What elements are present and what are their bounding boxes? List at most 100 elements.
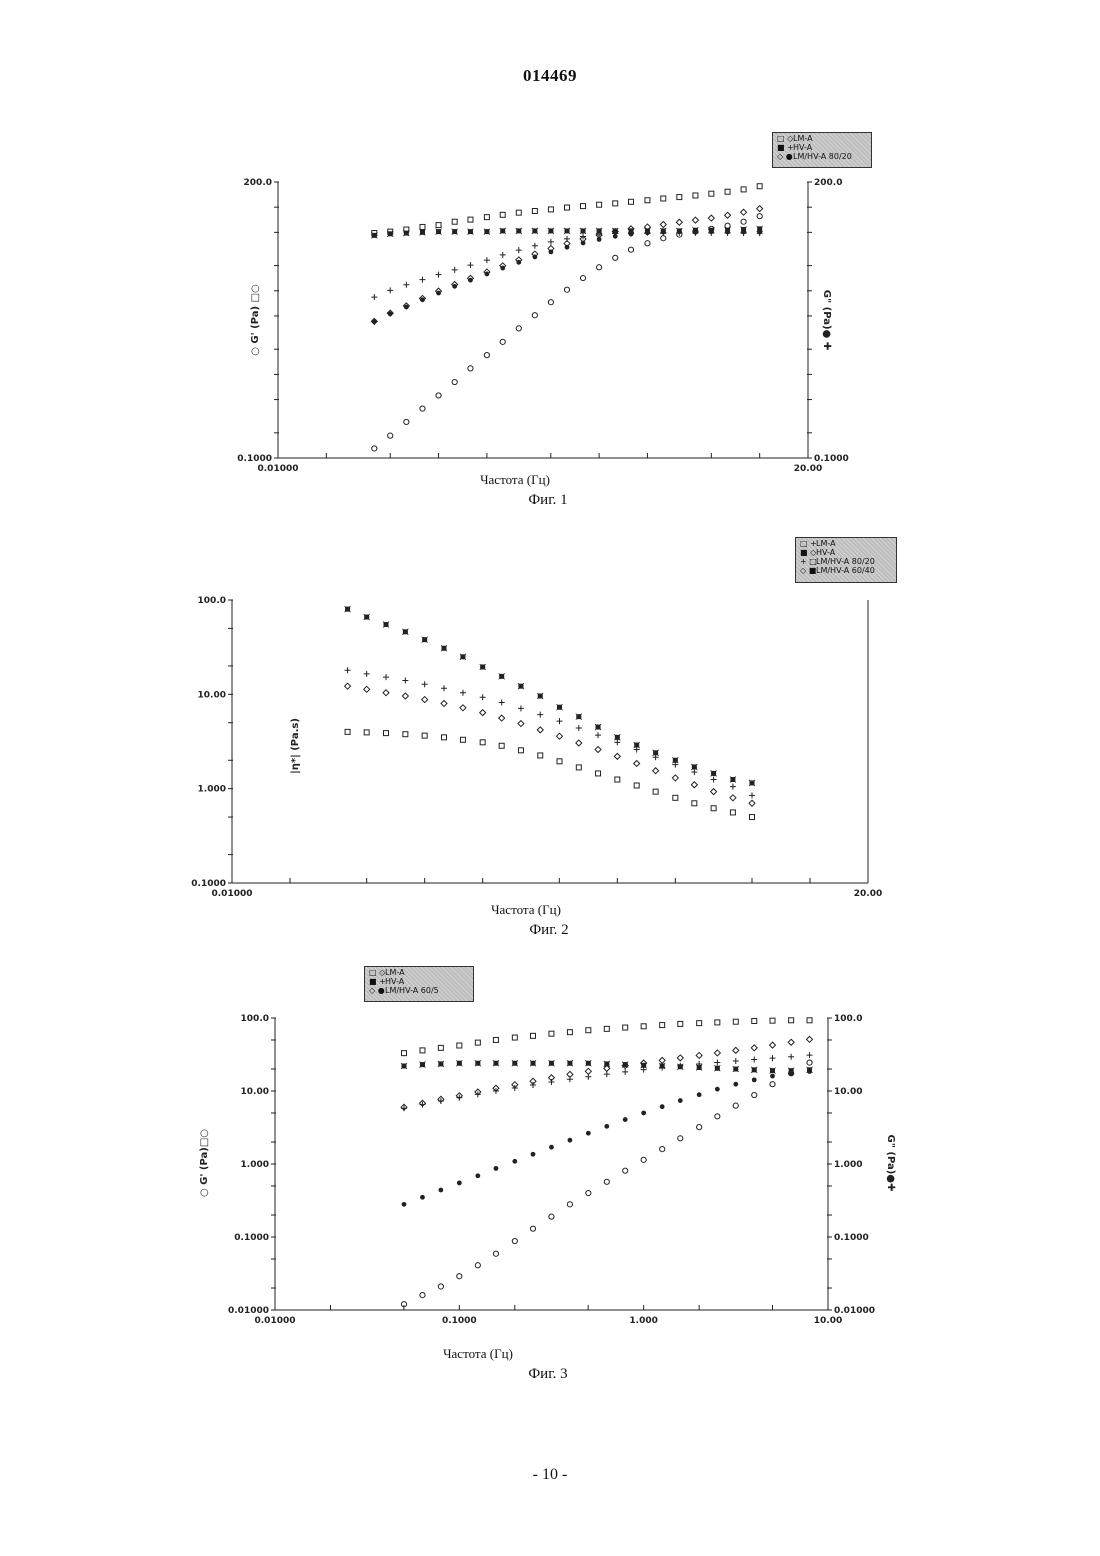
data-point (532, 243, 538, 249)
data-point (452, 284, 457, 289)
data-point (371, 294, 377, 300)
data-point (613, 234, 618, 239)
data-point (576, 714, 582, 720)
data-point (711, 789, 717, 795)
legend-entry: ◇ ■LM/HV-A 60/40 (800, 566, 892, 575)
data-point (749, 792, 755, 798)
data-point (770, 1042, 776, 1048)
legend-label: LM/HV-A 60/40 (816, 566, 875, 575)
data-point (565, 205, 570, 210)
data-point (512, 1035, 517, 1040)
y-tick-label: 0.01000 (228, 1306, 269, 1316)
data-point (383, 621, 389, 627)
data-point (567, 1060, 573, 1066)
data-point (604, 1071, 610, 1077)
data-point (567, 1030, 572, 1035)
data-point (518, 705, 524, 711)
data-point (770, 1055, 776, 1061)
data-point (549, 1031, 554, 1036)
data-point (456, 1060, 462, 1066)
data-point (436, 223, 441, 228)
data-point (516, 210, 521, 215)
data-point (484, 272, 489, 277)
data-point (403, 282, 409, 288)
data-point (595, 747, 601, 753)
data-point (460, 690, 466, 696)
data-point (436, 291, 441, 296)
data-point (677, 195, 682, 200)
data-point (420, 1195, 425, 1200)
data-point (402, 629, 408, 635)
data-point (595, 732, 601, 738)
data-point (807, 1036, 813, 1042)
data-point (741, 187, 746, 192)
data-point (420, 1048, 425, 1053)
legend-entry: + □LM/HV-A 80/20 (800, 557, 892, 566)
data-point (709, 191, 714, 196)
data-point (580, 228, 586, 234)
data-point (457, 1274, 462, 1279)
x-tick-label: 1.000 (629, 1316, 657, 1326)
data-point (730, 810, 735, 815)
data-point (499, 715, 505, 721)
data-point (807, 1060, 812, 1065)
data-point (441, 645, 447, 651)
data-point (441, 685, 447, 691)
left-axis-label: ○ G' (Pa) □○ (250, 284, 261, 356)
data-point (548, 1079, 554, 1085)
data-point (532, 208, 537, 213)
data-point (628, 247, 633, 252)
data-point (475, 1060, 481, 1066)
data-point (549, 249, 554, 254)
right-y-tick-label: 0.1000 (834, 1233, 869, 1243)
data-point (629, 232, 634, 237)
data-point (557, 733, 563, 739)
data-point (567, 1076, 573, 1082)
figure-2-x-axis-label: Частота (Гц) (426, 902, 626, 918)
legend-entry: ■ +HV-A (777, 143, 867, 152)
data-point (500, 212, 505, 217)
legend-entry: ◇ ●LM/HV-A 60/5 (369, 986, 469, 995)
data-point (493, 1060, 499, 1066)
data-point (460, 654, 466, 660)
data-point (452, 229, 458, 235)
data-point (733, 1058, 739, 1064)
data-point (757, 184, 762, 189)
data-point (604, 1026, 609, 1031)
y-tick-label: 100.0 (241, 1014, 269, 1024)
data-point (516, 247, 522, 253)
right-y-tick-label: 0.01000 (834, 1306, 875, 1316)
data-point (725, 223, 730, 228)
data-point (564, 236, 570, 242)
data-point (807, 1069, 812, 1074)
figure-1-legend: □ ◇LM-A■ +HV-A◇ ●LM/HV-A 80/20 (772, 132, 872, 168)
data-point (604, 1124, 609, 1129)
data-point (807, 1052, 813, 1058)
series-5-filled-circle (372, 229, 762, 323)
data-point (634, 783, 639, 788)
data-point (500, 266, 505, 271)
data-point (532, 228, 538, 234)
tick-labels: 0.1000200.00.1000200.00.0100020.00 (237, 178, 848, 474)
data-point (692, 217, 698, 223)
figure-1-plot: 0.1000200.00.1000200.00.0100020.00○ G' (… (0, 120, 1100, 520)
data-point (420, 406, 425, 411)
data-point (516, 260, 521, 265)
legend-label: HV-A (816, 548, 835, 557)
data-point (580, 275, 585, 280)
figure-2-plot: 0.10001.00010.00100.00.0100020.00|η*| (P… (0, 528, 1100, 948)
data-point (557, 704, 563, 710)
x-tick-label: 10.00 (814, 1316, 842, 1326)
data-point (345, 683, 351, 689)
data-point (807, 1018, 812, 1023)
data-point (480, 694, 486, 700)
right-y-tick-label: 10.00 (834, 1087, 862, 1097)
data-point (623, 1117, 628, 1122)
data-point (733, 1066, 739, 1072)
data-point (711, 777, 717, 783)
legend-marker-icon: ◇ ● (369, 986, 385, 995)
figure-2-legend: □ +LM-A■ ◇HV-A+ □LM/HV-A 80/20◇ ■LM/HV-A… (795, 537, 897, 583)
data-point (576, 740, 582, 746)
series-1-square (402, 1018, 813, 1056)
legend-entry: ■ ◇HV-A (800, 548, 892, 557)
